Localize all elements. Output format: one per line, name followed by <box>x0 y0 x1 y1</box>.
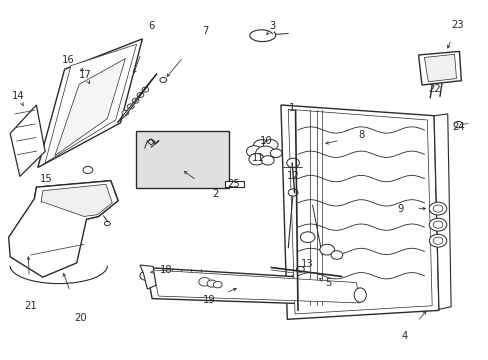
Text: 17: 17 <box>79 69 91 80</box>
Text: 1: 1 <box>288 103 295 113</box>
Text: 9: 9 <box>396 203 403 213</box>
Polygon shape <box>224 181 243 187</box>
Circle shape <box>428 218 446 231</box>
Circle shape <box>296 266 304 272</box>
Circle shape <box>428 234 446 247</box>
Circle shape <box>140 271 152 280</box>
Text: 23: 23 <box>450 19 463 30</box>
Circle shape <box>171 155 183 164</box>
Circle shape <box>199 278 210 286</box>
Polygon shape <box>55 59 125 156</box>
Polygon shape <box>10 105 45 176</box>
Circle shape <box>174 143 186 152</box>
Circle shape <box>122 111 128 115</box>
Ellipse shape <box>353 288 366 302</box>
Text: 22: 22 <box>427 84 440 94</box>
Circle shape <box>253 140 270 153</box>
Circle shape <box>287 189 297 196</box>
Circle shape <box>432 237 442 244</box>
Text: 6: 6 <box>148 21 154 31</box>
Text: 7: 7 <box>202 26 208 36</box>
Circle shape <box>127 104 134 109</box>
Text: 8: 8 <box>357 130 364 140</box>
Text: 25: 25 <box>227 179 240 189</box>
Circle shape <box>319 244 334 255</box>
Circle shape <box>182 151 192 159</box>
FancyBboxPatch shape <box>136 131 228 188</box>
Circle shape <box>132 98 139 103</box>
Circle shape <box>183 138 193 145</box>
Circle shape <box>162 141 176 152</box>
Text: 11: 11 <box>251 153 264 163</box>
Polygon shape <box>281 105 438 319</box>
Text: 19: 19 <box>203 295 215 305</box>
Circle shape <box>83 166 93 174</box>
Circle shape <box>453 121 462 128</box>
Circle shape <box>160 77 166 82</box>
Polygon shape <box>34 181 118 219</box>
Circle shape <box>142 87 148 92</box>
Text: 12: 12 <box>286 171 299 181</box>
Circle shape <box>428 202 446 215</box>
Circle shape <box>198 156 207 163</box>
Text: 4: 4 <box>401 332 407 342</box>
Circle shape <box>206 280 216 287</box>
Text: 24: 24 <box>451 122 464 132</box>
Circle shape <box>270 149 282 157</box>
Text: 20: 20 <box>74 312 86 323</box>
Text: 15: 15 <box>40 174 52 184</box>
Text: 5: 5 <box>325 278 331 288</box>
Circle shape <box>432 205 442 212</box>
Circle shape <box>255 146 275 160</box>
Polygon shape <box>140 265 156 289</box>
Circle shape <box>330 251 342 259</box>
Circle shape <box>137 93 143 98</box>
Circle shape <box>215 144 224 152</box>
Polygon shape <box>424 54 456 82</box>
Text: 3: 3 <box>269 21 275 31</box>
Polygon shape <box>433 114 450 309</box>
Circle shape <box>213 282 222 288</box>
Circle shape <box>203 149 217 159</box>
Polygon shape <box>41 184 112 216</box>
Polygon shape <box>153 270 360 303</box>
Polygon shape <box>287 109 431 314</box>
Circle shape <box>263 140 278 150</box>
Polygon shape <box>9 181 118 277</box>
Polygon shape <box>45 44 136 163</box>
Polygon shape <box>38 39 142 167</box>
Text: 13: 13 <box>300 259 312 269</box>
Text: 10: 10 <box>260 136 272 147</box>
Circle shape <box>300 232 314 243</box>
Text: 14: 14 <box>12 91 25 101</box>
Circle shape <box>261 156 274 165</box>
Circle shape <box>286 158 299 167</box>
Circle shape <box>159 152 174 163</box>
Circle shape <box>211 136 224 145</box>
Polygon shape <box>146 267 365 306</box>
Text: 18: 18 <box>159 265 172 275</box>
Polygon shape <box>418 51 460 85</box>
Circle shape <box>104 221 110 226</box>
Circle shape <box>248 154 264 165</box>
Polygon shape <box>117 73 157 123</box>
Circle shape <box>246 146 262 157</box>
Circle shape <box>432 221 442 228</box>
Text: 21: 21 <box>24 301 37 311</box>
Text: 16: 16 <box>62 55 75 65</box>
Circle shape <box>189 145 202 154</box>
Text: 2: 2 <box>212 189 218 199</box>
